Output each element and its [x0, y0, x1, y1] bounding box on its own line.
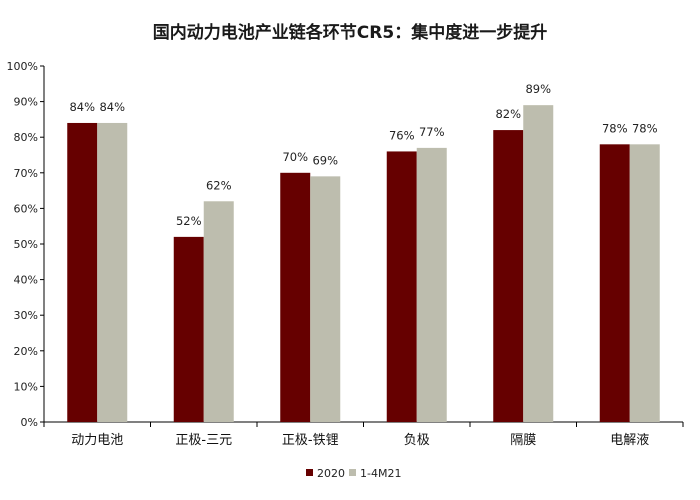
y-tick-label: 50% — [14, 238, 38, 251]
data-label: 84% — [99, 100, 125, 114]
y-tick-label: 0% — [21, 416, 38, 429]
bar-1-4M21 — [416, 147, 447, 422]
x-category-label: 电解液 — [610, 433, 649, 448]
y-tick-label: 40% — [14, 274, 38, 287]
y-tick-label: 30% — [14, 309, 38, 322]
x-category-label: 动力电池 — [71, 433, 123, 448]
legend-swatch-1-4M21 — [349, 469, 356, 476]
legend-label: 2020 — [317, 467, 345, 480]
data-label: 76% — [389, 128, 415, 142]
bar-2020 — [173, 236, 204, 422]
data-label: 89% — [525, 82, 551, 96]
data-label: 82% — [495, 107, 521, 121]
data-label: 62% — [206, 178, 232, 192]
y-tick-label: 90% — [14, 96, 38, 109]
bar-1-4M21 — [310, 176, 341, 422]
bar-1-4M21 — [203, 201, 234, 422]
y-tick-label: 100% — [7, 60, 38, 73]
legend-swatch-2020 — [306, 469, 313, 476]
legend-label: 1-4M21 — [360, 467, 401, 480]
y-tick-label: 60% — [14, 202, 38, 215]
bar-2020 — [599, 144, 630, 422]
y-tick-label: 10% — [14, 380, 38, 393]
data-label: 78% — [632, 121, 658, 135]
y-tick-label: 20% — [14, 345, 38, 358]
data-label: 70% — [282, 150, 308, 164]
x-category-label: 隔膜 — [510, 433, 536, 448]
data-label: 69% — [312, 153, 338, 167]
bar-2020 — [280, 172, 311, 422]
bar-1-4M21 — [629, 144, 660, 422]
x-category-label: 负极 — [404, 433, 430, 448]
bar-1-4M21 — [523, 105, 554, 422]
bar-2020 — [386, 151, 417, 422]
chart-title: 国内动力电池产业链各环节CR5：集中度进一步提升 — [152, 23, 548, 43]
y-tick-label: 80% — [14, 131, 38, 144]
data-label: 52% — [176, 214, 202, 228]
bar-2020 — [493, 130, 524, 422]
data-label: 77% — [419, 125, 445, 139]
x-category-label: 正极-铁锂 — [282, 433, 339, 448]
y-tick-label: 70% — [14, 167, 38, 180]
x-category-label: 正极-三元 — [175, 433, 232, 448]
bar-2020 — [67, 122, 98, 423]
data-label: 84% — [69, 100, 95, 114]
data-label: 78% — [602, 121, 628, 135]
bar-1-4M21 — [97, 122, 128, 423]
